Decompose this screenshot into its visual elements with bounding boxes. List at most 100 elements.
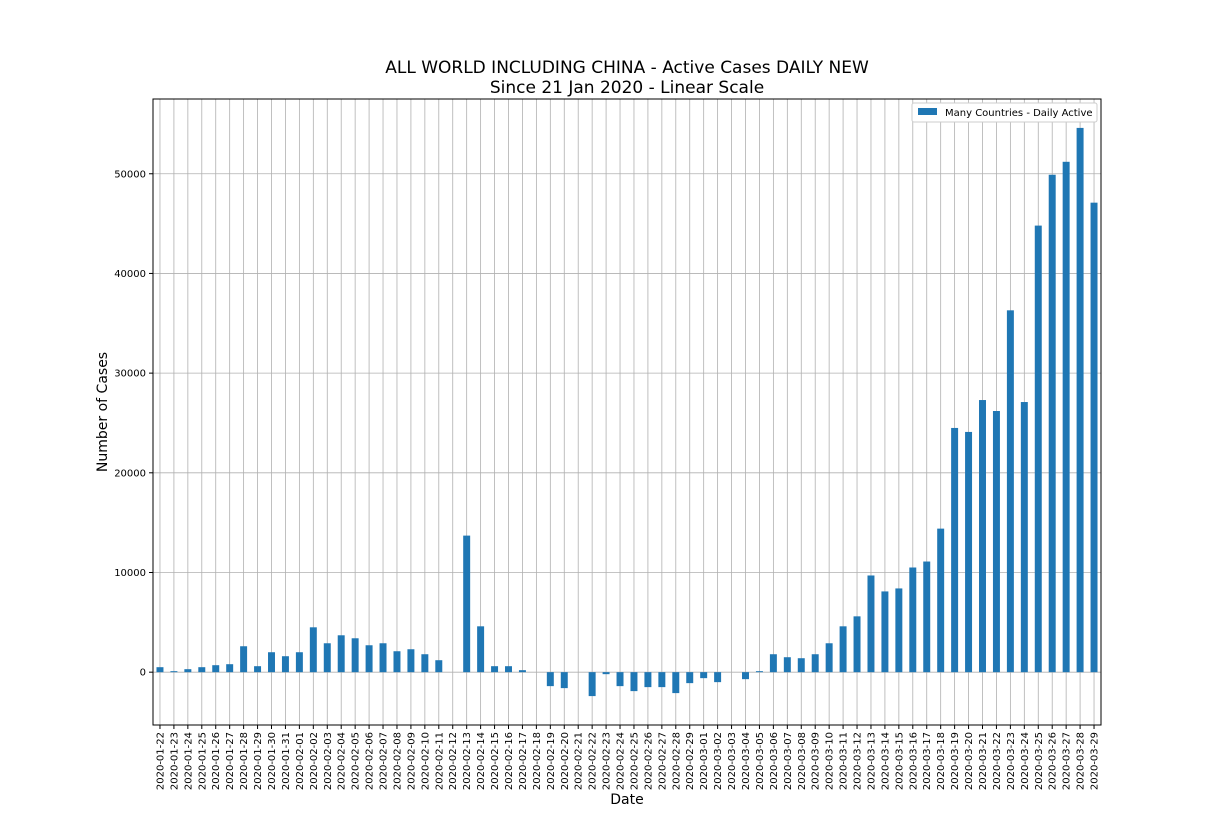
x-tick-label: 2020-02-18 <box>532 732 543 790</box>
x-tick-label: 2020-02-25 <box>629 732 640 790</box>
bar <box>1076 127 1084 673</box>
bar <box>797 658 805 673</box>
x-tick-label: 2020-02-23 <box>602 732 613 790</box>
x-tick-label: 2020-03-26 <box>1048 732 1059 790</box>
chart-subtitle: Since 21 Jan 2020 - Linear Scale <box>490 78 764 98</box>
x-tick-label: 2020-02-07 <box>379 732 390 790</box>
chart-title: ALL WORLD INCLUDING CHINA - Active Cases… <box>385 58 869 78</box>
x-tick-label: 2020-02-29 <box>685 732 696 790</box>
bar <box>811 654 819 673</box>
x-tick-label: 2020-02-03 <box>323 732 334 790</box>
x-tick-label: 2020-03-01 <box>699 732 710 790</box>
bar <box>240 646 248 673</box>
x-tick-label: 2020-01-29 <box>253 732 264 790</box>
bar <box>1034 225 1042 673</box>
x-tick-label: 2020-03-02 <box>713 732 724 790</box>
bar <box>951 427 959 673</box>
x-tick-label: 2020-03-07 <box>783 732 794 790</box>
x-tick-label: 2020-02-21 <box>574 732 585 790</box>
x-tick-label: 2020-02-09 <box>406 732 417 790</box>
x-tick-label: 2020-02-04 <box>337 732 348 790</box>
bar <box>560 672 568 689</box>
bar <box>602 672 610 675</box>
bar <box>1048 174 1056 673</box>
x-tick-label: 2020-03-20 <box>964 732 975 790</box>
bar <box>825 643 833 673</box>
x-tick-label: 2020-02-08 <box>392 732 403 790</box>
x-tick-label: 2020-02-02 <box>309 732 320 790</box>
x-tick-label: 2020-02-05 <box>351 732 362 790</box>
x-tick-label: 2020-03-21 <box>978 732 989 790</box>
legend-label: Many Countries - Daily Active <box>945 108 1093 119</box>
x-tick-label: 2020-02-01 <box>295 732 306 790</box>
bar <box>212 665 220 673</box>
x-tick-label: 2020-03-27 <box>1062 732 1073 790</box>
x-tick-label: 2020-01-27 <box>225 732 236 790</box>
x-tick-label: 2020-03-08 <box>797 732 808 790</box>
bar <box>281 656 289 673</box>
bar <box>867 575 875 673</box>
bar <box>226 664 234 673</box>
x-tick-label: 2020-02-15 <box>490 732 501 790</box>
x-tick-label: 2020-03-17 <box>922 732 933 790</box>
x-tick-label: 2020-01-30 <box>267 732 278 790</box>
bar <box>1062 161 1070 673</box>
bar <box>365 645 373 673</box>
bar <box>881 591 889 673</box>
x-tick-label: 2020-03-23 <box>1006 732 1017 790</box>
y-tick-label: 0 <box>140 668 146 679</box>
y-tick-label: 30000 <box>114 369 146 380</box>
x-tick-label: 2020-03-13 <box>866 732 877 790</box>
bars <box>156 127 1098 697</box>
bar <box>546 672 554 687</box>
bar <box>853 616 861 673</box>
x-tick-label: 2020-03-06 <box>769 732 780 790</box>
bar <box>1020 402 1028 673</box>
bar <box>588 672 596 697</box>
y-tick-label: 20000 <box>114 468 146 479</box>
bar <box>407 649 415 673</box>
x-tick-label: 2020-03-24 <box>1020 732 1031 790</box>
bar <box>965 431 973 673</box>
bar <box>505 666 512 673</box>
bar <box>477 626 485 673</box>
bar <box>156 667 164 673</box>
bar <box>909 567 917 673</box>
x-tick-label: 2020-02-13 <box>462 732 473 790</box>
bar <box>616 672 624 687</box>
bar <box>979 400 986 673</box>
bar <box>992 411 1000 673</box>
bar <box>658 672 666 688</box>
x-axis-label: Date <box>610 792 643 808</box>
x-tick-label: 2020-01-23 <box>169 732 180 790</box>
y-axis-label: Number of Cases <box>95 352 111 472</box>
bar <box>755 671 763 673</box>
bar <box>184 669 192 673</box>
x-tick-label: 2020-03-18 <box>936 732 947 790</box>
x-tick-label: 2020-02-26 <box>643 732 654 790</box>
x-tick-label: 2020-02-22 <box>588 732 599 790</box>
x-tick-label: 2020-03-14 <box>880 732 891 790</box>
bar <box>337 635 345 673</box>
x-tick-label: 2020-03-09 <box>811 732 822 790</box>
x-tick-label: 2020-03-19 <box>950 732 961 790</box>
bar <box>769 654 777 673</box>
x-tick-label: 2020-03-25 <box>1034 732 1045 790</box>
x-tick-label: 2020-02-27 <box>657 732 668 790</box>
x-tick-label: 2020-03-12 <box>853 732 864 790</box>
x-tick-label: 2020-02-10 <box>420 732 431 790</box>
bar <box>463 535 471 673</box>
x-tick-label: 2020-02-17 <box>518 732 529 790</box>
x-tick-label: 2020-03-11 <box>839 732 850 790</box>
bar <box>268 652 275 673</box>
bar <box>379 643 387 673</box>
y-tick-label: 40000 <box>114 269 146 280</box>
x-tick-label: 2020-03-22 <box>992 732 1003 790</box>
x-tick-label: 2020-01-31 <box>281 732 292 790</box>
x-tick-label: 2020-01-28 <box>239 732 250 790</box>
x-tick-label: 2020-01-22 <box>155 732 166 790</box>
bar <box>839 626 847 673</box>
bar <box>630 672 638 692</box>
